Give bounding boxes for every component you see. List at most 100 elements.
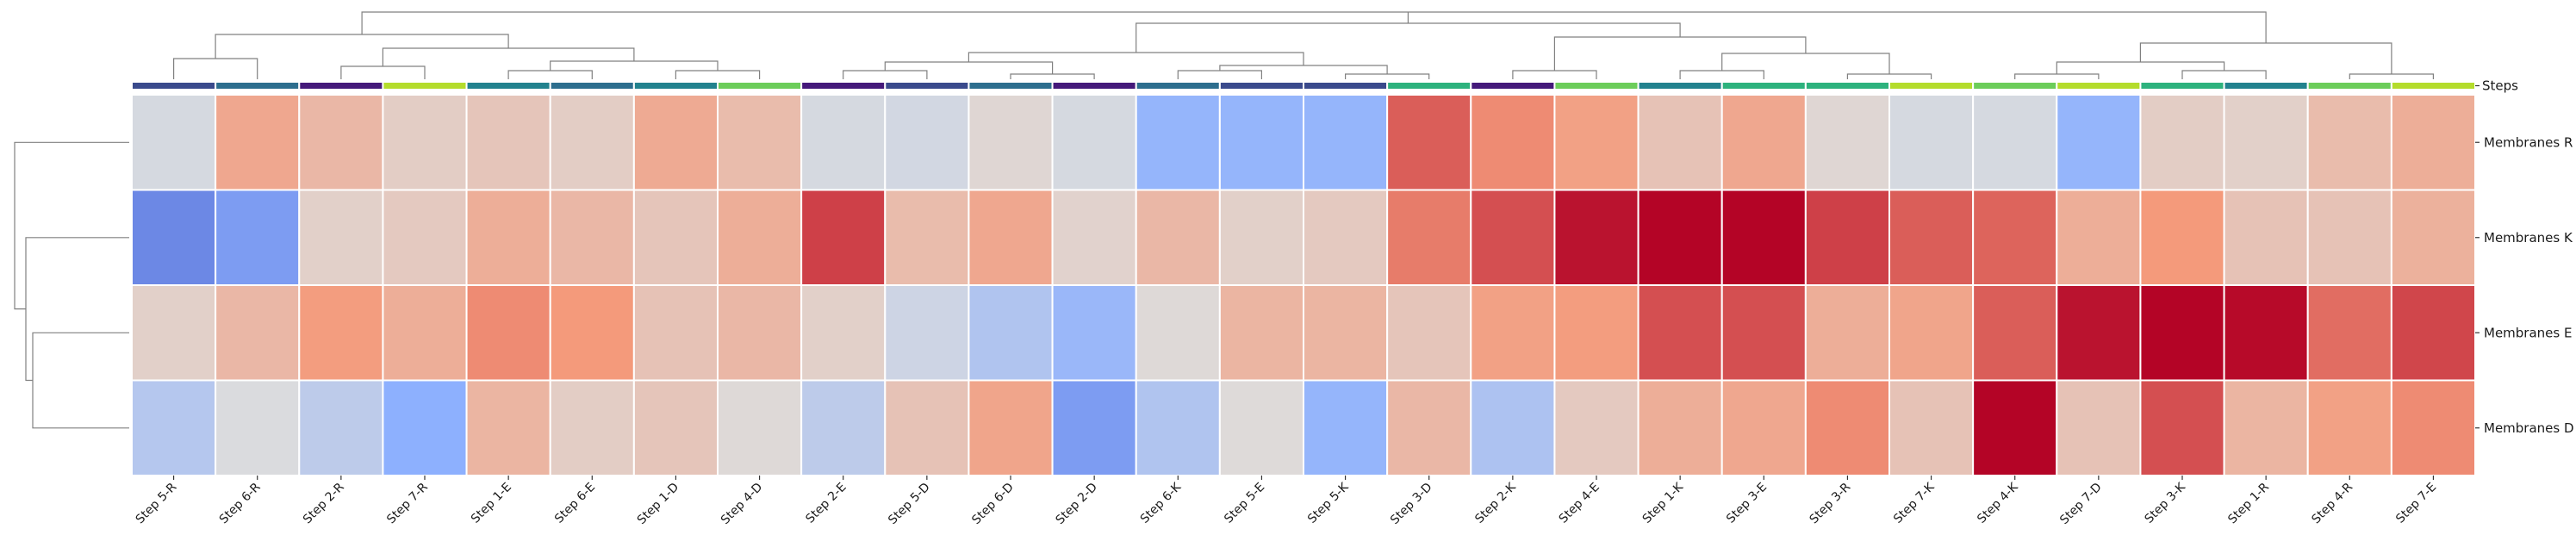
heatmap-cell [2306, 284, 2392, 382]
steps-color-cell [298, 81, 384, 90]
heatmap-cell [1720, 284, 1807, 382]
column-dendrogram-link [675, 70, 761, 79]
heatmap-cell [2390, 379, 2477, 476]
heatmap-cell [1553, 94, 1640, 191]
column-dendrogram-link [2014, 73, 2100, 79]
column-dendrogram-link [361, 11, 2267, 43]
heatmap-cell [215, 284, 301, 382]
steps-color-cell [1218, 81, 1304, 90]
heatmap-cell [800, 284, 887, 382]
column-dendrogram-link [1136, 22, 1681, 53]
row-dendrogram-link [14, 141, 129, 310]
steps-color-cell [1720, 81, 1807, 90]
heatmap-cell [1637, 94, 1723, 191]
column-label: Step 4-E [1557, 481, 1602, 526]
column-dendrogram [173, 11, 2434, 79]
column-label: Step 4-K [1975, 480, 2021, 526]
heatmap-cell [215, 94, 301, 191]
heatmap-cell [1051, 189, 1137, 286]
heatmap-cell [1386, 94, 1472, 191]
column-label: Step 5-R [134, 480, 180, 526]
heatmap-cell [2390, 189, 2477, 286]
heatmap-cell [549, 189, 635, 286]
heatmap-cell [884, 379, 970, 476]
column-dendrogram-link [1177, 70, 1262, 79]
column-dendrogram-link [2056, 61, 2225, 74]
heatmap-cell [1972, 189, 2058, 286]
column-dendrogram-link [968, 52, 1304, 65]
steps-color-cell [215, 81, 301, 90]
heatmap-cell [2056, 379, 2142, 476]
heatmap-cell [717, 379, 803, 476]
column-dendrogram-link [340, 65, 426, 79]
heatmap-cell [1553, 189, 1640, 286]
row-labels: Membranes R Membranes K Membranes E Membran… [2475, 134, 2574, 436]
heatmap-cell [1135, 189, 1221, 286]
heatmap-cell [1303, 284, 1389, 382]
column-dendrogram-link [1846, 73, 1932, 79]
heatmap-cell [1218, 94, 1304, 191]
steps-color-cell [549, 81, 635, 90]
column-dendrogram-link [884, 61, 1054, 74]
heatmap-cell [382, 284, 468, 382]
column-label: Step 6-D [969, 481, 1017, 528]
heatmap-cell [465, 94, 551, 191]
heatmap-cell [632, 379, 719, 476]
column-label: Step 3-E [1724, 481, 1770, 526]
heatmap-cell [1386, 189, 1472, 286]
heatmap-cell [1470, 284, 1556, 382]
heatmap-cell [2139, 379, 2225, 476]
column-label: Step 2-R [301, 480, 347, 526]
column-dendrogram-link [2349, 73, 2434, 79]
heatmap-cell [1218, 284, 1304, 382]
heatmap-cell [1553, 284, 1640, 382]
heatmap-cell [632, 94, 719, 191]
heatmap-cell [1804, 379, 1891, 476]
heatmap-cell [131, 379, 217, 476]
column-label: Step 4-R [2309, 480, 2355, 526]
heatmap-cell [1470, 94, 1556, 191]
heatmap-cell [298, 379, 384, 476]
heatmap-cell [1470, 379, 1556, 476]
column-label: Step 5-E [1222, 481, 1267, 526]
heatmap-cell [1218, 189, 1304, 286]
column-label: Step 4-D [719, 481, 766, 528]
heatmap-cell [1972, 379, 2058, 476]
steps-color-cell [632, 81, 719, 90]
heatmap-cell [884, 189, 970, 286]
column-dendrogram-link [215, 34, 509, 59]
heatmap-cell [800, 94, 887, 191]
heatmap-cell [465, 379, 551, 476]
steps-color-cell [2223, 81, 2309, 90]
heatmap-cell [131, 284, 217, 382]
heatmap-cell [1051, 379, 1137, 476]
column-dendrogram-link [1010, 73, 1095, 79]
heatmap-cell [131, 94, 217, 191]
heatmap-cell [382, 189, 468, 286]
steps-annotation-label: Steps [2482, 78, 2518, 94]
heatmap-cell [1804, 94, 1891, 191]
heatmap-cell [884, 284, 970, 382]
column-label: Step 3-D [1388, 481, 1435, 528]
column-label: Step 1-D [635, 481, 682, 528]
column-label: Step 5-D [886, 481, 933, 528]
steps-color-cell [1051, 81, 1137, 90]
column-label: Step 2-E [803, 481, 849, 526]
heatmap-cell [1720, 189, 1807, 286]
heatmap-cell [2306, 189, 2392, 286]
row-dendrogram [14, 141, 129, 429]
heatmap-cell [2306, 94, 2392, 191]
column-dendrogram-link [1345, 73, 1430, 79]
column-label: Step 1-E [469, 481, 514, 526]
heatmap-cell [2056, 94, 2142, 191]
column-label: Step 7-E [2393, 481, 2439, 526]
steps-color-cell [1553, 81, 1640, 90]
heatmap-cell [2223, 379, 2309, 476]
steps-color-cell [1804, 81, 1891, 90]
steps-color-cell [2139, 81, 2225, 90]
heatmap-cell [1386, 379, 1472, 476]
steps-color-cell [884, 81, 970, 90]
heatmap-cell [1135, 284, 1221, 382]
column-label: Step 6-E [552, 481, 598, 526]
